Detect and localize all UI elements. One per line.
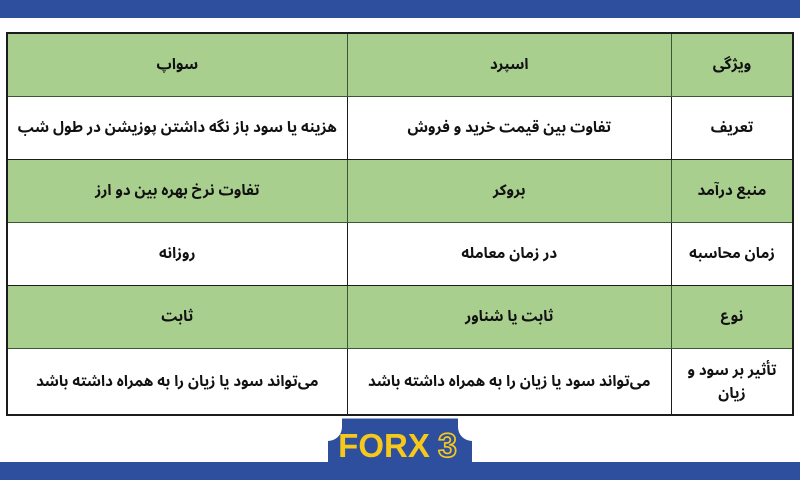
svg-text:FORX: FORX <box>338 427 430 464</box>
svg-text:3: 3 <box>438 427 457 465</box>
